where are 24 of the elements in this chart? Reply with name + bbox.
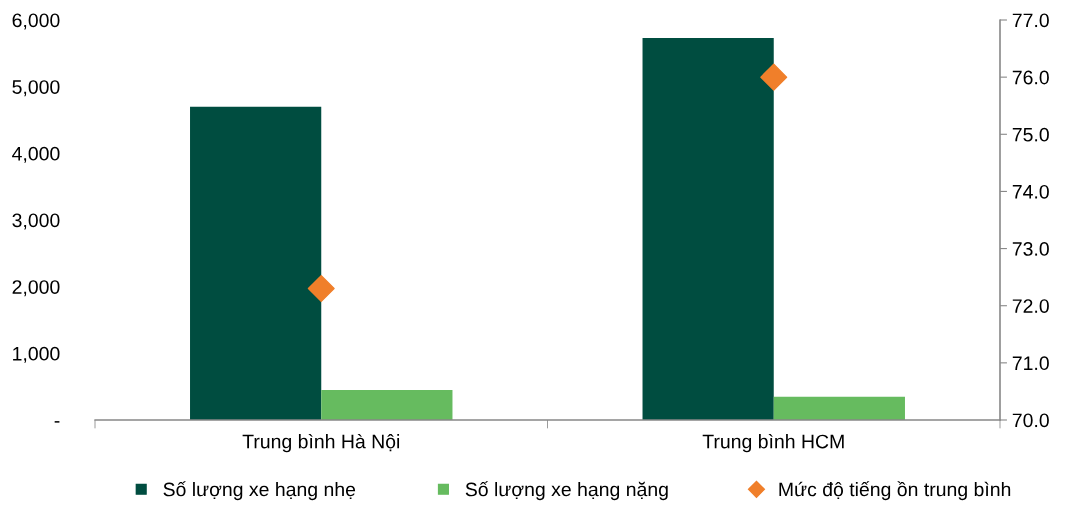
y2-tick-label: 72.0 [1012,299,1049,313]
y2-tick-label: 70.0 [1012,413,1049,428]
y-tick-label: 4,000 [12,146,60,163]
y2-tick-label: 74.0 [1012,184,1049,199]
y2-tick-label: 77.0 [1012,13,1049,28]
y2-tick-label: 71.0 [1012,356,1049,371]
x-tick-label: Trung bình HCM [702,433,844,453]
bar [321,390,453,420]
legend-label: Số lượng xe hạng nhẹ [163,481,356,501]
y-tick-label: 1,000 [13,346,60,363]
bar [642,38,774,420]
y2-tick-label: 75.0 [1012,127,1049,142]
legend-label: Số lượng xe hạng nặng [465,481,668,501]
y2-tick-label: 76.0 [1012,70,1049,85]
y-tick-label: 3,000 [12,213,60,230]
y-tick-label: 5,000 [12,80,60,97]
bar [773,396,905,420]
x-tick-label: Trung bình Hà Nội [242,433,400,453]
y-tick-label: 2,000 [12,280,60,297]
bar [190,106,322,420]
y-tick-label: 6,000 [12,13,60,30]
legend-label: Mức độ tiếng ồn trung bình [779,481,1011,501]
y2-tick-label: 73.0 [1012,242,1049,256]
y-tick-label: - [54,421,60,423]
